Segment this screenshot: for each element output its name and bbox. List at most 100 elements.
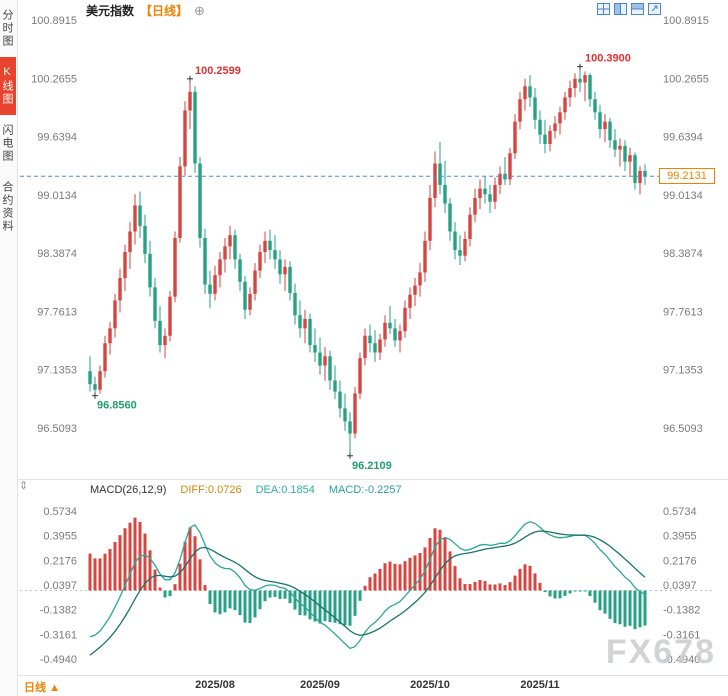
macd-histogram-bar [388,561,392,591]
price-axis-label: 98.3874 [37,248,77,260]
macd-histogram-bar [643,590,647,626]
sidebar-tab-lightning-chart[interactable]: 闪电图 [1,124,13,163]
candle-body [293,292,297,316]
candle-body [463,238,467,256]
candle-body [628,155,632,162]
candle-body [523,86,527,100]
candle-body [398,331,402,341]
macd-histogram-bar [118,535,122,591]
macd-histogram-bar [398,564,402,591]
candle-body [298,315,302,329]
macd-histogram-bar [358,590,362,601]
macd-histogram-bar [418,553,422,591]
macd-diff-line [89,521,646,650]
macd-axis-label: -0.4940 [40,654,77,666]
macd-histogram-bar [408,557,412,591]
candle-body [203,238,207,285]
candle-body [228,235,232,247]
x-axis-label: 2025/08 [195,679,235,691]
macd-histogram-bar [518,568,522,591]
candle-body [118,278,122,301]
sidebar-tab-time-chart[interactable]: 分时图 [1,9,13,48]
candle-body [158,320,162,346]
candle-body [623,145,627,162]
macd-axis-label: 0.2176 [663,555,697,567]
macd-axis-label: -0.3161 [663,629,700,641]
candle-body [268,240,272,251]
macd-histogram-bar [598,590,602,611]
candle-body [443,184,447,204]
sidebar-tab-contract-info[interactable]: 合约资料 [1,181,13,233]
candle-body [223,246,227,260]
price-axis-label: 100.8915 [31,15,77,27]
macd-histogram-bar [213,590,217,613]
candle-body [183,110,187,167]
watermark: FX678 [605,633,716,671]
macd-header: MACD(26,12,9) DIFF:0.0726 DEA:0.1854 MAC… [90,484,402,496]
candle-body [318,352,322,366]
macd-histogram-bar [88,553,92,591]
candle-body [148,253,152,288]
macd-histogram-bar [343,590,347,626]
price-axis-label: 99.0134 [37,190,77,202]
price-axis-label: 99.0134 [663,190,703,202]
candle-body [413,285,417,295]
macd-histogram-bar [433,528,437,591]
candle-body [218,259,222,276]
candle-body [323,356,327,366]
macd-histogram-bar [253,590,257,618]
candle-body [303,319,307,329]
candle-body [373,343,377,353]
candle-body [188,91,192,111]
macd-histogram-bar [373,573,377,591]
vertical-split-icon[interactable] [614,3,627,15]
macd-histogram-bar [203,585,207,591]
candle-body [473,197,477,215]
candle-body [248,293,252,310]
multi-grid-icon[interactable] [597,3,610,15]
macd-histogram-bar [108,548,112,591]
horizontal-split-icon[interactable] [631,3,644,15]
candle-body [163,335,167,346]
current-price-badge: 99.2131 [659,168,715,184]
macd-histogram-bar [478,579,482,591]
macd-axis-label: 0.5734 [43,506,77,518]
macd-histogram-bar [303,590,307,616]
macd-histogram-bar [508,582,512,591]
macd-dea-value: DEA:0.1854 [255,484,315,496]
candle-body [133,205,137,232]
high-price-annotation: 100.3900 [585,53,631,65]
macd-histogram-bar [248,590,252,623]
sidebar-tab-kline-chart[interactable]: K线图 [0,57,16,115]
candle-body [393,328,397,341]
fullscreen-icon[interactable] [648,3,661,15]
macd-histogram-bar [588,590,592,597]
period-selector[interactable]: 日线 ▲ [24,679,60,695]
candle-body [383,322,387,340]
panel-splitter[interactable]: ⇕ [19,481,28,492]
macd-histogram-bar [563,590,567,596]
macd-histogram-bar [158,587,162,591]
macd-histogram-bar [608,590,612,619]
macd-histogram-bar [333,590,337,623]
panel-divider [18,479,728,480]
candle-body [288,266,292,293]
candle-body [388,322,392,329]
candle-body [498,173,502,185]
macd-histogram-bar [133,517,137,591]
candle-body [568,88,572,98]
macd-histogram-bar [533,573,537,591]
macd-histogram-bar [243,590,247,623]
macd-histogram-bar [338,590,342,625]
candle-body [468,214,472,239]
add-indicator-icon[interactable]: ⊕ [194,2,205,18]
macd-histogram-bar [453,566,457,591]
price-axis-label: 100.2655 [31,73,77,85]
macd-axis-label: -0.4940 [663,654,700,666]
price-axis-label: 97.1353 [37,365,77,377]
macd-histogram-bar [238,590,242,616]
macd-histogram-bar [613,590,617,624]
x-axis-bar: 日线 ▲ 2025/08 2025/09 2025/10 2025/11 [0,675,728,696]
candle-body [308,319,312,346]
